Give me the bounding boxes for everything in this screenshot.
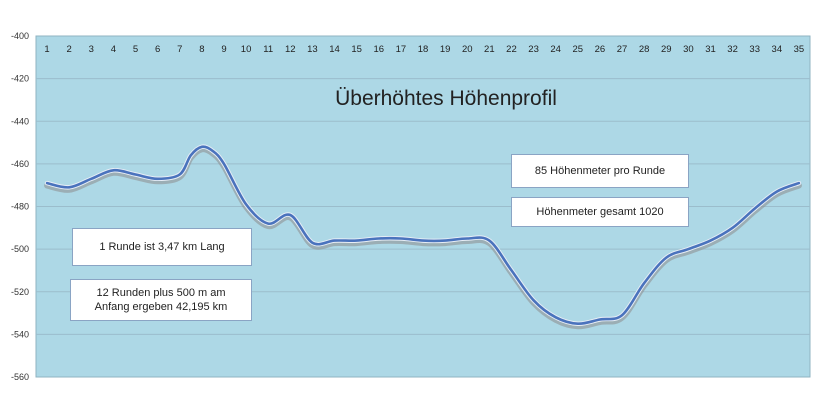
x-tick-label: 20: [462, 44, 473, 55]
x-tick-label: 24: [550, 44, 561, 55]
y-tick-label: -420: [11, 74, 29, 84]
chart-title: Überhöhtes Höhenprofil: [335, 87, 557, 110]
x-tick-label: 10: [241, 44, 252, 55]
series-line: [45, 145, 801, 326]
x-tick-label: 35: [794, 44, 805, 55]
x-tick-label: 14: [329, 44, 340, 55]
y-tick-label: -560: [11, 372, 29, 382]
y-tick-label: -460: [11, 159, 29, 169]
x-tick-label: 9: [221, 44, 226, 55]
x-tick-label: 25: [573, 44, 584, 55]
x-tick-label: 7: [177, 44, 182, 55]
y-tick-label: -480: [11, 202, 29, 212]
x-tick-label: 34: [772, 44, 783, 55]
x-tick-label: 26: [595, 44, 606, 55]
x-tick-label: 11: [263, 44, 273, 55]
annotation-lap-length: 1 Runde ist 3,47 km Lang: [72, 228, 252, 266]
y-tick-label: -520: [11, 287, 29, 297]
y-tick-label: -540: [11, 329, 29, 339]
x-tick-label: 5: [133, 44, 138, 55]
x-tick-label: 12: [285, 44, 296, 55]
x-tick-label: 22: [506, 44, 517, 55]
x-tick-label: 30: [683, 44, 694, 55]
x-tick-label: 1: [44, 44, 49, 55]
x-tick-label: 32: [727, 44, 738, 55]
x-tick-label: 23: [528, 44, 539, 55]
x-tick-label: 33: [749, 44, 760, 55]
x-tick-label: 15: [351, 44, 362, 55]
y-tick-labels: -400 -420 -440 -460 -480 -500 -520 -540 -560: [11, 31, 29, 382]
y-tick-label: -400: [11, 31, 29, 41]
x-tick-label: 17: [396, 44, 407, 55]
annotation-climb-per-lap: 85 Höhenmeter pro Runde: [511, 154, 689, 188]
x-tick-label: 29: [661, 44, 672, 55]
x-tick-label: 21: [484, 44, 495, 55]
x-tick-label: 31: [705, 44, 716, 55]
x-tick-label: 13: [307, 44, 318, 55]
x-tick-label: 16: [373, 44, 384, 55]
x-tick-label: 28: [639, 44, 650, 55]
series-lines: [44, 144, 802, 330]
x-tick-labels: 1 2 3 4 5 6 7 8 9 10 11 12 13 14 15 16 17 18 19 20 21 22 23 24 2…: [44, 44, 804, 55]
x-tick-label: 27: [617, 44, 628, 55]
x-tick-label: 18: [418, 44, 429, 55]
x-tick-label: 2: [67, 44, 72, 55]
y-tick-label: -440: [11, 116, 29, 126]
x-tick-label: 19: [440, 44, 451, 55]
x-tick-label: 6: [155, 44, 160, 55]
y-tick-label: -500: [11, 244, 29, 254]
x-tick-label: 8: [199, 44, 204, 55]
annotation-total-climb: Höhenmeter gesamt 1020: [511, 197, 689, 227]
annotation-total-distance: 12 Runden plus 500 m am Anfang ergeben 4…: [70, 279, 252, 321]
x-tick-label: 4: [111, 44, 116, 55]
x-tick-label: 3: [89, 44, 94, 55]
